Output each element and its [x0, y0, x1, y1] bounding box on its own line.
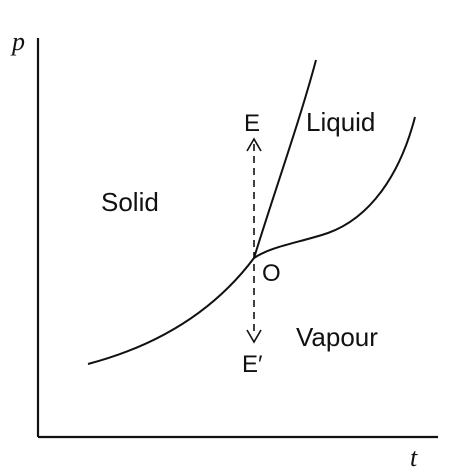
region-label-vapour: Vapour — [296, 322, 378, 352]
arrow-up-icon — [246, 137, 262, 152]
vaporization-curve — [253, 116, 416, 259]
point-label-e-prime: E′ — [242, 351, 263, 378]
point-label-e: E — [244, 110, 260, 137]
region-label-liquid: Liquid — [306, 107, 375, 137]
region-label-solid: Solid — [101, 187, 159, 217]
arrow-down-icon — [246, 329, 262, 344]
sublimation-curve — [87, 257, 255, 365]
y-axis-label: p — [10, 27, 25, 56]
point-label-o: O — [262, 260, 281, 287]
melting-curve — [253, 59, 317, 259]
x-axis-label: t — [410, 443, 418, 469]
